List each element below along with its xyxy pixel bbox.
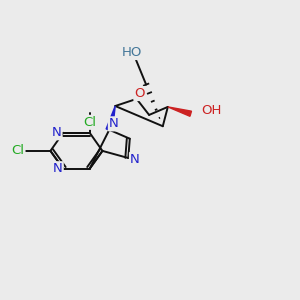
Text: O: O xyxy=(134,87,145,100)
Text: N: N xyxy=(52,126,62,139)
Polygon shape xyxy=(168,107,191,116)
Text: Cl: Cl xyxy=(83,116,96,129)
Text: N: N xyxy=(109,117,118,130)
Text: N: N xyxy=(53,162,63,175)
Text: Cl: Cl xyxy=(11,144,24,158)
Text: OH: OH xyxy=(201,104,221,117)
Text: HO: HO xyxy=(122,46,142,59)
Text: N: N xyxy=(130,153,140,166)
Polygon shape xyxy=(106,106,115,130)
